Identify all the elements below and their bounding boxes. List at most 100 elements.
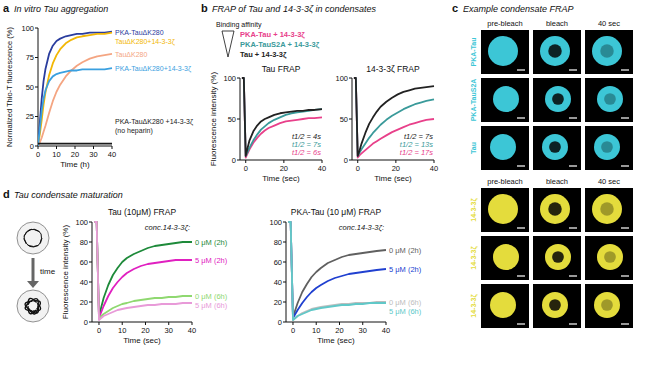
scale-bar (517, 69, 525, 70)
scale-bar (621, 323, 629, 324)
row-label: PKA-Tau (470, 37, 477, 66)
x-tick (245, 160, 246, 163)
series-line (242, 78, 322, 158)
x-axis (286, 322, 386, 323)
condensate-image (533, 126, 581, 170)
condensate-image (481, 188, 529, 232)
x-tick-label: 40 (318, 164, 326, 173)
recovering-spot (600, 44, 614, 58)
panel-title: In vitro Tau aggregation (14, 4, 108, 14)
image-background (585, 78, 633, 122)
schematic-strand (28, 238, 42, 247)
column-header: bleach (546, 177, 568, 186)
x-tick-label: 0 (97, 326, 101, 335)
panel-letter: c (452, 2, 458, 14)
series-line (94, 222, 192, 317)
condensate-image (585, 236, 633, 280)
legend-entry: Tau + 14-3-3ζ (240, 50, 287, 59)
x-tick-label: 40 (188, 326, 196, 335)
bleach-spot (548, 44, 562, 58)
y-tick-label: 100 (335, 74, 348, 83)
column-header: pre-bleach (487, 19, 522, 28)
recovering-spot (601, 141, 613, 153)
image-background (481, 236, 529, 280)
schematic-droplet (17, 290, 49, 322)
image-background (481, 78, 529, 122)
x-tick-label: 20 (335, 326, 343, 335)
image-background (481, 126, 529, 170)
bleach-spot (552, 93, 564, 105)
recovering-spot (604, 251, 616, 263)
condensate (493, 244, 519, 270)
x-tick-label: 0 (244, 164, 248, 173)
x-tick (292, 322, 293, 325)
image-background (585, 126, 633, 170)
schematic-strand (25, 302, 32, 311)
condensate-image (481, 126, 529, 170)
annotation: conc.14-3-3ζ: (145, 223, 190, 232)
x-tick-label: 20 (280, 164, 288, 173)
y-tick-label: 80 (80, 238, 88, 247)
y-tick-label: 80 (274, 238, 282, 247)
recovering-spot (604, 93, 616, 105)
chart: 0255075100010203040Time (h)Normalized Th… (5, 24, 193, 169)
condensate (542, 134, 568, 160)
y-tick (349, 160, 352, 161)
series-line (38, 32, 112, 146)
chart: 05010002040Time (sec)14-3-3ζ FRAPt1/2 = … (335, 64, 438, 183)
condensate-image (533, 30, 581, 74)
scale-bar (569, 117, 577, 118)
x-tick-label: 30 (165, 326, 173, 335)
plot-area (38, 32, 112, 146)
series-line (354, 78, 434, 156)
condensate (542, 292, 568, 318)
x-axis-label: Time (sec) (317, 336, 355, 345)
series-line (38, 68, 112, 146)
scale-bar (569, 69, 577, 70)
series-line (288, 222, 386, 320)
annotation: (no heparin) (115, 127, 153, 135)
y-tick (89, 242, 92, 243)
x-tick (75, 146, 76, 149)
series-label: PKA-TauΔK280+14-3-3ζ (115, 65, 191, 73)
y-tick-label: 100 (223, 74, 236, 83)
condensate-image (585, 188, 633, 232)
condensate (597, 244, 623, 270)
y-tick (89, 262, 92, 263)
condensate-image (481, 284, 529, 328)
panel-letter: d (3, 188, 10, 200)
x-tick (192, 322, 193, 325)
series-label: 0 μM (2h) (195, 238, 228, 247)
row-label: 14-3-3ζ (470, 294, 478, 318)
y-tick (349, 119, 352, 120)
y-tick-label: 50 (228, 115, 236, 124)
scale-bar (569, 165, 577, 166)
chart: 05010002040Time (sec)Fluorescence intens… (209, 64, 326, 183)
series-label: 5 μM (6h) (195, 301, 228, 310)
x-tick (362, 322, 363, 325)
x-tick-label: 20 (392, 164, 400, 173)
condensate-image (533, 284, 581, 328)
y-tick-label: 0 (84, 318, 88, 327)
scale-bar (569, 227, 577, 228)
series-line (94, 222, 192, 320)
image-background (481, 30, 529, 74)
condensate (488, 194, 518, 224)
panel-letter: b (201, 2, 208, 14)
condensate-image (533, 188, 581, 232)
half-time: t1/2 = 17s (400, 148, 433, 157)
x-tick (316, 322, 317, 325)
schematic-strand (29, 308, 38, 314)
scale-bar (621, 227, 629, 228)
schematic-strand (31, 299, 39, 307)
x-tick (38, 146, 39, 149)
x-tick (112, 146, 113, 149)
y-tick-label: 40 (80, 278, 88, 287)
y-tick (35, 28, 38, 29)
x-tick-label: 30 (359, 326, 367, 335)
scale-bar (569, 275, 577, 276)
y-tick-label: 75 (26, 53, 34, 62)
scale-bar (517, 117, 525, 118)
y-tick (237, 78, 240, 79)
series-line (38, 33, 112, 146)
